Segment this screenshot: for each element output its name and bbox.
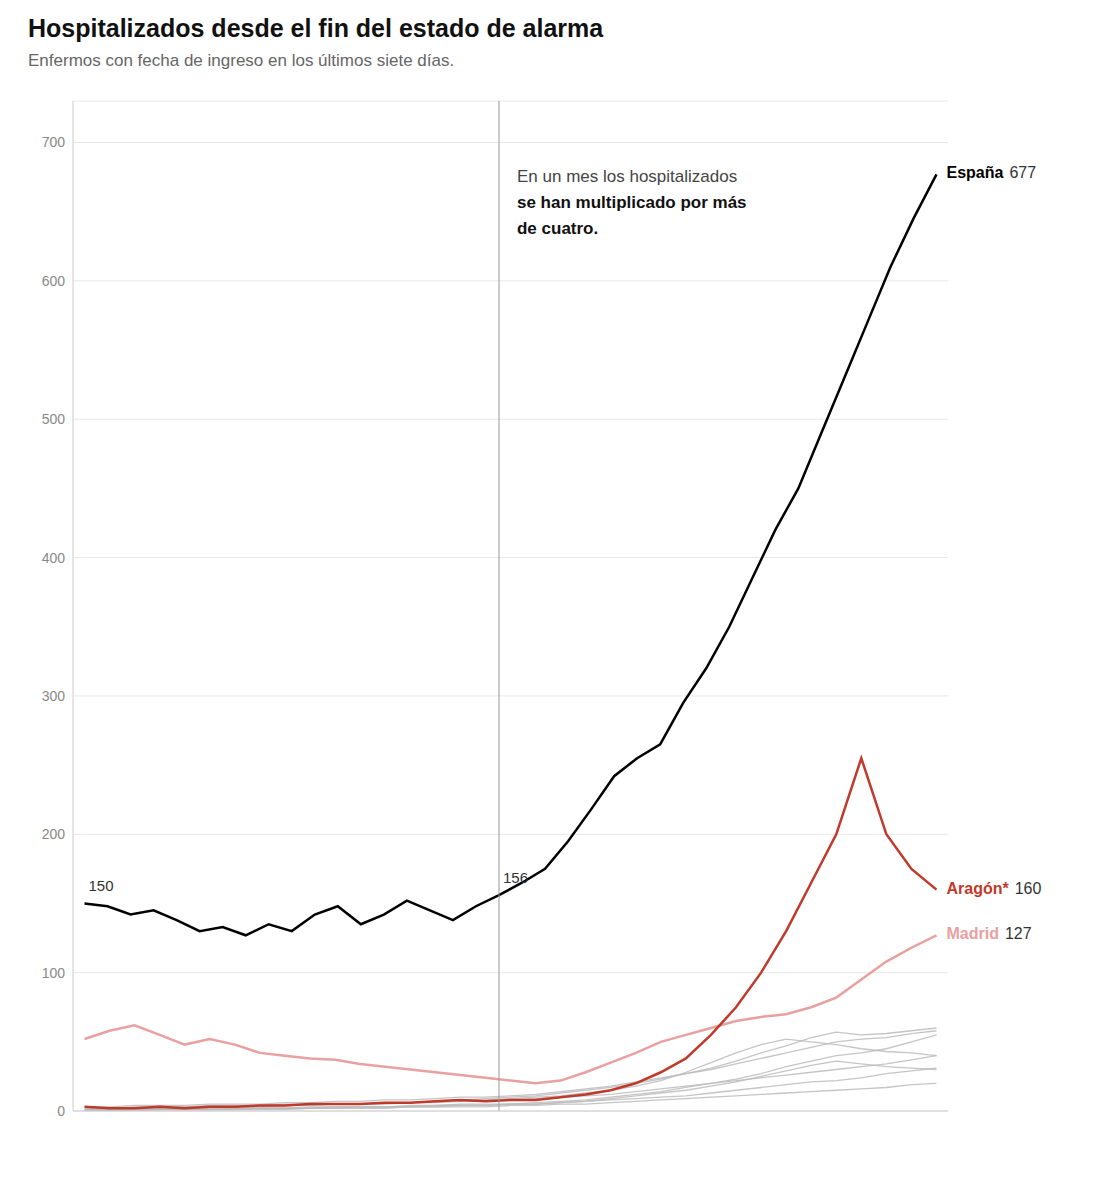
svg-text:de cuatro.: de cuatro. xyxy=(517,219,598,238)
svg-text:700: 700 xyxy=(42,134,66,150)
svg-text:Madrid127: Madrid127 xyxy=(946,926,1031,943)
html-text:Enfermos con fecha de ingreso: Enfermos con fecha de ingreso en los últ… xyxy=(28,51,455,70)
svg-text:se han multiplicado por más: se han multiplicado por más xyxy=(517,193,747,212)
svg-text:300: 300 xyxy=(42,688,66,704)
svg-text:En un mes los hospitalizados: En un mes los hospitalizados xyxy=(517,167,737,186)
svg-text:156: 156 xyxy=(503,869,528,886)
svg-text:0: 0 xyxy=(57,1103,65,1119)
svg-text:Aragón*160: Aragón*160 xyxy=(946,880,1041,897)
svg-text:200: 200 xyxy=(42,826,66,842)
svg-text:500: 500 xyxy=(42,411,66,427)
svg-text:400: 400 xyxy=(42,550,66,566)
svg-text:150: 150 xyxy=(89,877,114,894)
svg-text:600: 600 xyxy=(42,273,66,289)
html-text:Hospitalizados desde el fin de: Hospitalizados desde el fin del estado d… xyxy=(28,14,604,42)
svg-text:100: 100 xyxy=(42,965,66,981)
svg-text:España677: España677 xyxy=(946,165,1036,182)
